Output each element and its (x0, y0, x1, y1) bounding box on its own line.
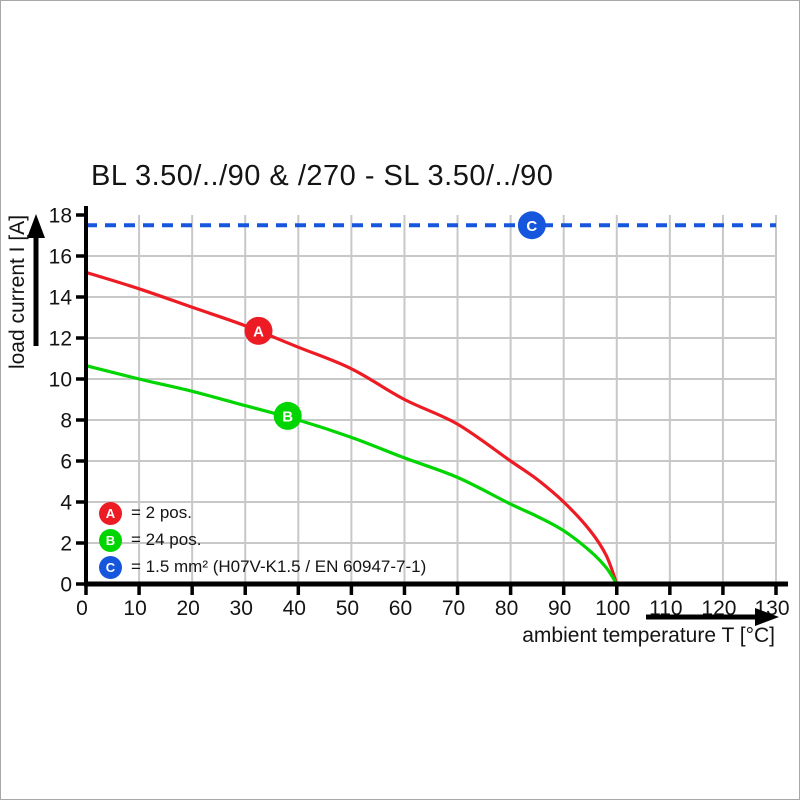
marker-A-letter: A (253, 323, 264, 340)
legend-item-b: B = 24 pos. (99, 528, 426, 552)
x-tick-label: 20 (176, 597, 199, 620)
x-tick-label: 40 (283, 597, 306, 620)
marker-B-letter: B (282, 408, 293, 425)
x-tick-label: 100 (595, 597, 630, 620)
y-tick-label: 6 (60, 451, 72, 474)
legend-marker-c-icon: C (99, 555, 122, 579)
marker-C-letter: C (526, 218, 537, 235)
x-axis-title: ambient temperature T [°C] (522, 624, 775, 647)
x-tick-label: 60 (389, 597, 412, 620)
axis-arrows (27, 214, 779, 626)
marker-B-icon (273, 401, 302, 430)
legend-marker-b-icon: B (99, 528, 122, 552)
x-tick-label: 80 (495, 597, 518, 620)
x-tick-label: 90 (548, 597, 571, 620)
chart-title: BL 3.50/../90 & /270 - SL 3.50/../90 (91, 160, 554, 192)
y-tick-label: 18 (49, 205, 72, 228)
x-axis-arrow-head-icon (755, 608, 779, 626)
curve-A (85, 270, 619, 585)
curve-markers: A B C (244, 211, 546, 430)
x-tick-label: 50 (336, 597, 359, 620)
chart-legend: A = 2 pos. B = 24 pos. C = 1.5 mm² (H07V… (99, 501, 427, 583)
x-tick-label: 30 (230, 597, 253, 620)
x-tick-label: 110 (649, 597, 682, 620)
y-tick-label: 8 (60, 410, 72, 433)
y-tick-label: 14 (49, 287, 73, 310)
legend-label-b: = 24 pos. (131, 530, 202, 549)
x-tick-label: 0 (76, 597, 88, 620)
marker-C-icon (517, 211, 546, 240)
legend-label-c: = 1.5 mm² (H07V-K1.5 / EN 60947-7-1) (131, 557, 427, 576)
y-tick-label: 2 (60, 533, 72, 556)
grid-lines (86, 215, 777, 584)
x-tick-label: 70 (442, 597, 465, 620)
y-tick-label: 4 (60, 492, 72, 515)
legend-item-a: A = 2 pos. (99, 501, 426, 525)
legend-marker-a-icon: A (99, 501, 122, 525)
legend-label-a: = 2 pos. (131, 503, 192, 522)
y-tick-label: 10 (49, 369, 72, 392)
marker-A-icon (244, 316, 273, 345)
series-curves (85, 223, 776, 585)
y-tick-label: 0 (60, 574, 72, 597)
x-tick-label: 10 (123, 597, 146, 620)
y-axis-arrow-head-icon (27, 214, 45, 238)
x-tick-label: 120 (701, 597, 736, 620)
y-tick-label: 16 (49, 246, 72, 269)
legend-item-c: C = 1.5 mm² (H07V-K1.5 / EN 60947-7-1) (99, 555, 427, 579)
curve-B (85, 364, 619, 585)
y-axis-title: load current I [A] (6, 214, 29, 370)
axis-ticks: 0 2 4 6 8 10 12 14 16 18 0 10 20 30 40 50 60 70 80 90 100 110… (49, 205, 790, 621)
y-tick-label: 12 (49, 328, 72, 351)
